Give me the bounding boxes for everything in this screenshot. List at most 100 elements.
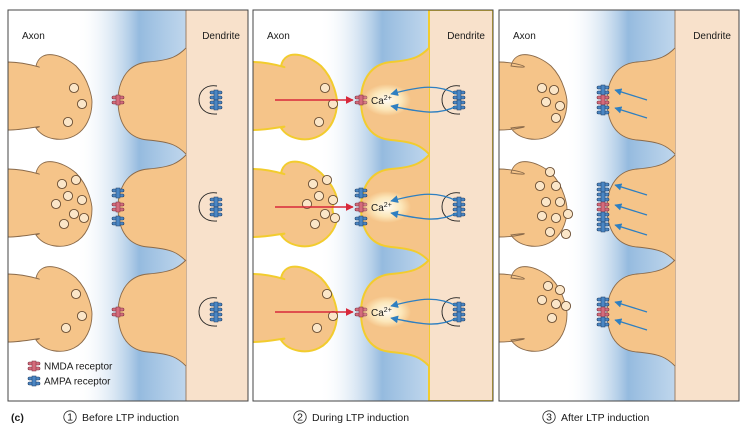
calcium-label: Ca2+ [371, 202, 392, 214]
panel-3: Axon Dendrite [498, 9, 740, 402]
synaptic-vesicle [319, 208, 331, 220]
synaptic-vesicle [313, 190, 325, 202]
step-badge [542, 410, 556, 424]
caption-2: 2 During LTP induction [293, 410, 409, 424]
ampa-receptor [209, 311, 223, 323]
nmda-receptor [111, 94, 125, 106]
dendritic-spine [606, 154, 676, 262]
calcium-symbol: Ca [371, 308, 384, 319]
ampa-receptor [209, 99, 223, 111]
synaptic-vesicle [62, 116, 74, 128]
synaptic-vesicle [536, 210, 548, 222]
axon-terminal [8, 266, 93, 352]
insertion-arrow [614, 203, 648, 216]
ampa-receptor [596, 296, 610, 308]
dendrite-label: Dendrite [202, 31, 240, 42]
ampa-receptor [596, 316, 610, 328]
ampa-receptor [596, 211, 610, 223]
caption-text: Before LTP induction [82, 412, 179, 424]
internal-receptor-pool [198, 85, 223, 115]
synaptic-vesicle [554, 284, 566, 296]
nmda-receptor [111, 306, 125, 318]
insertion-arrow [614, 183, 648, 196]
calcium-charge: 2+ [384, 202, 392, 209]
insertion-arrow [614, 318, 648, 331]
internal-receptor-pool [198, 297, 223, 327]
dendrite-shaft [674, 10, 739, 401]
synaptic-vesicle [60, 322, 72, 334]
synaptic-vesicle [78, 212, 90, 224]
step-badge [63, 410, 77, 424]
calcium-label: Ca2+ [371, 95, 392, 107]
panel-frame [7, 9, 249, 402]
synaptic-vesicle [540, 196, 552, 208]
axon-terminal [8, 161, 93, 247]
caption-1: 1 Before LTP induction [63, 410, 179, 424]
synaptic-vesicle [70, 288, 82, 300]
caption-text: During LTP induction [312, 412, 409, 424]
ampa-receptor [209, 89, 223, 101]
ampa-receptor [452, 99, 466, 111]
legend-nmda-label: NMDA receptor [44, 362, 113, 373]
calcium-charge: 2+ [384, 307, 392, 314]
calcium-symbol: Ca [371, 203, 384, 214]
synaptic-vesicle [56, 178, 68, 190]
synaptic-vesicle [321, 288, 333, 300]
dendritic-spine [606, 259, 676, 367]
synaptic-vesicle [534, 180, 546, 192]
legend-ampa-label: AMPA receptor [44, 377, 111, 388]
internal-receptor-pool [441, 85, 466, 115]
synaptic-vesicle [550, 112, 562, 124]
synaptic-vesicle [309, 218, 321, 230]
synaptic-vesicle [319, 82, 331, 94]
synaptic-vesicle [62, 190, 74, 202]
synaptic-vesicle [70, 174, 82, 186]
internal-receptor-pool [441, 192, 466, 222]
trafficking-arrow [390, 315, 458, 325]
calcium-charge: 2+ [384, 95, 392, 102]
synaptic-vesicle [560, 228, 572, 240]
ampa-receptor [596, 181, 610, 193]
synaptic-vesicle [307, 178, 319, 190]
ampa-receptor [354, 187, 368, 199]
synaptic-vesicle [544, 226, 556, 238]
ampa-receptor [27, 375, 41, 387]
nmda-receptor [596, 306, 610, 318]
insertion-arrow [614, 223, 648, 236]
calcium-symbol: Ca [371, 96, 384, 107]
trafficking-arrow [390, 193, 458, 203]
trafficking-arrow [390, 298, 458, 308]
synaptic-vesicle [546, 312, 558, 324]
caption-3: 3 After LTP induction [542, 410, 649, 424]
ampa-receptor [209, 196, 223, 208]
caption-text: After LTP induction [561, 412, 649, 424]
trafficking-arrow [390, 86, 458, 96]
insertion-arrow [614, 88, 648, 101]
synaptic-vesicle [76, 310, 88, 322]
synaptic-vesicle [68, 82, 80, 94]
dendritic-spine [606, 47, 676, 155]
synaptic-vesicle [311, 322, 323, 334]
synaptic-vesicle [536, 82, 548, 94]
synaptic-vesicle [58, 218, 70, 230]
ampa-receptor [111, 215, 125, 227]
calcium-label: Ca2+ [371, 307, 392, 319]
axon-terminal [499, 161, 568, 247]
ampa-receptor [354, 215, 368, 227]
step-badge [293, 410, 307, 424]
synaptic-vesicle [550, 298, 562, 310]
synaptic-vesicle [327, 194, 339, 206]
synaptic-vesicle [550, 212, 562, 224]
legend: NMDA receptor AMPA receptor [27, 360, 113, 388]
insertion-arrow [614, 300, 648, 313]
nmda-receptor [596, 94, 610, 106]
trafficking-arrow [390, 210, 458, 220]
dendrite-label: Dendrite [693, 31, 731, 42]
panel-frame [252, 9, 494, 402]
synaptic-vesicle [544, 166, 556, 178]
step-number: 2 [297, 412, 303, 424]
synaptic-vesicle [321, 174, 333, 186]
ampa-receptor [596, 104, 610, 116]
synaptic-vesicle [554, 196, 566, 208]
